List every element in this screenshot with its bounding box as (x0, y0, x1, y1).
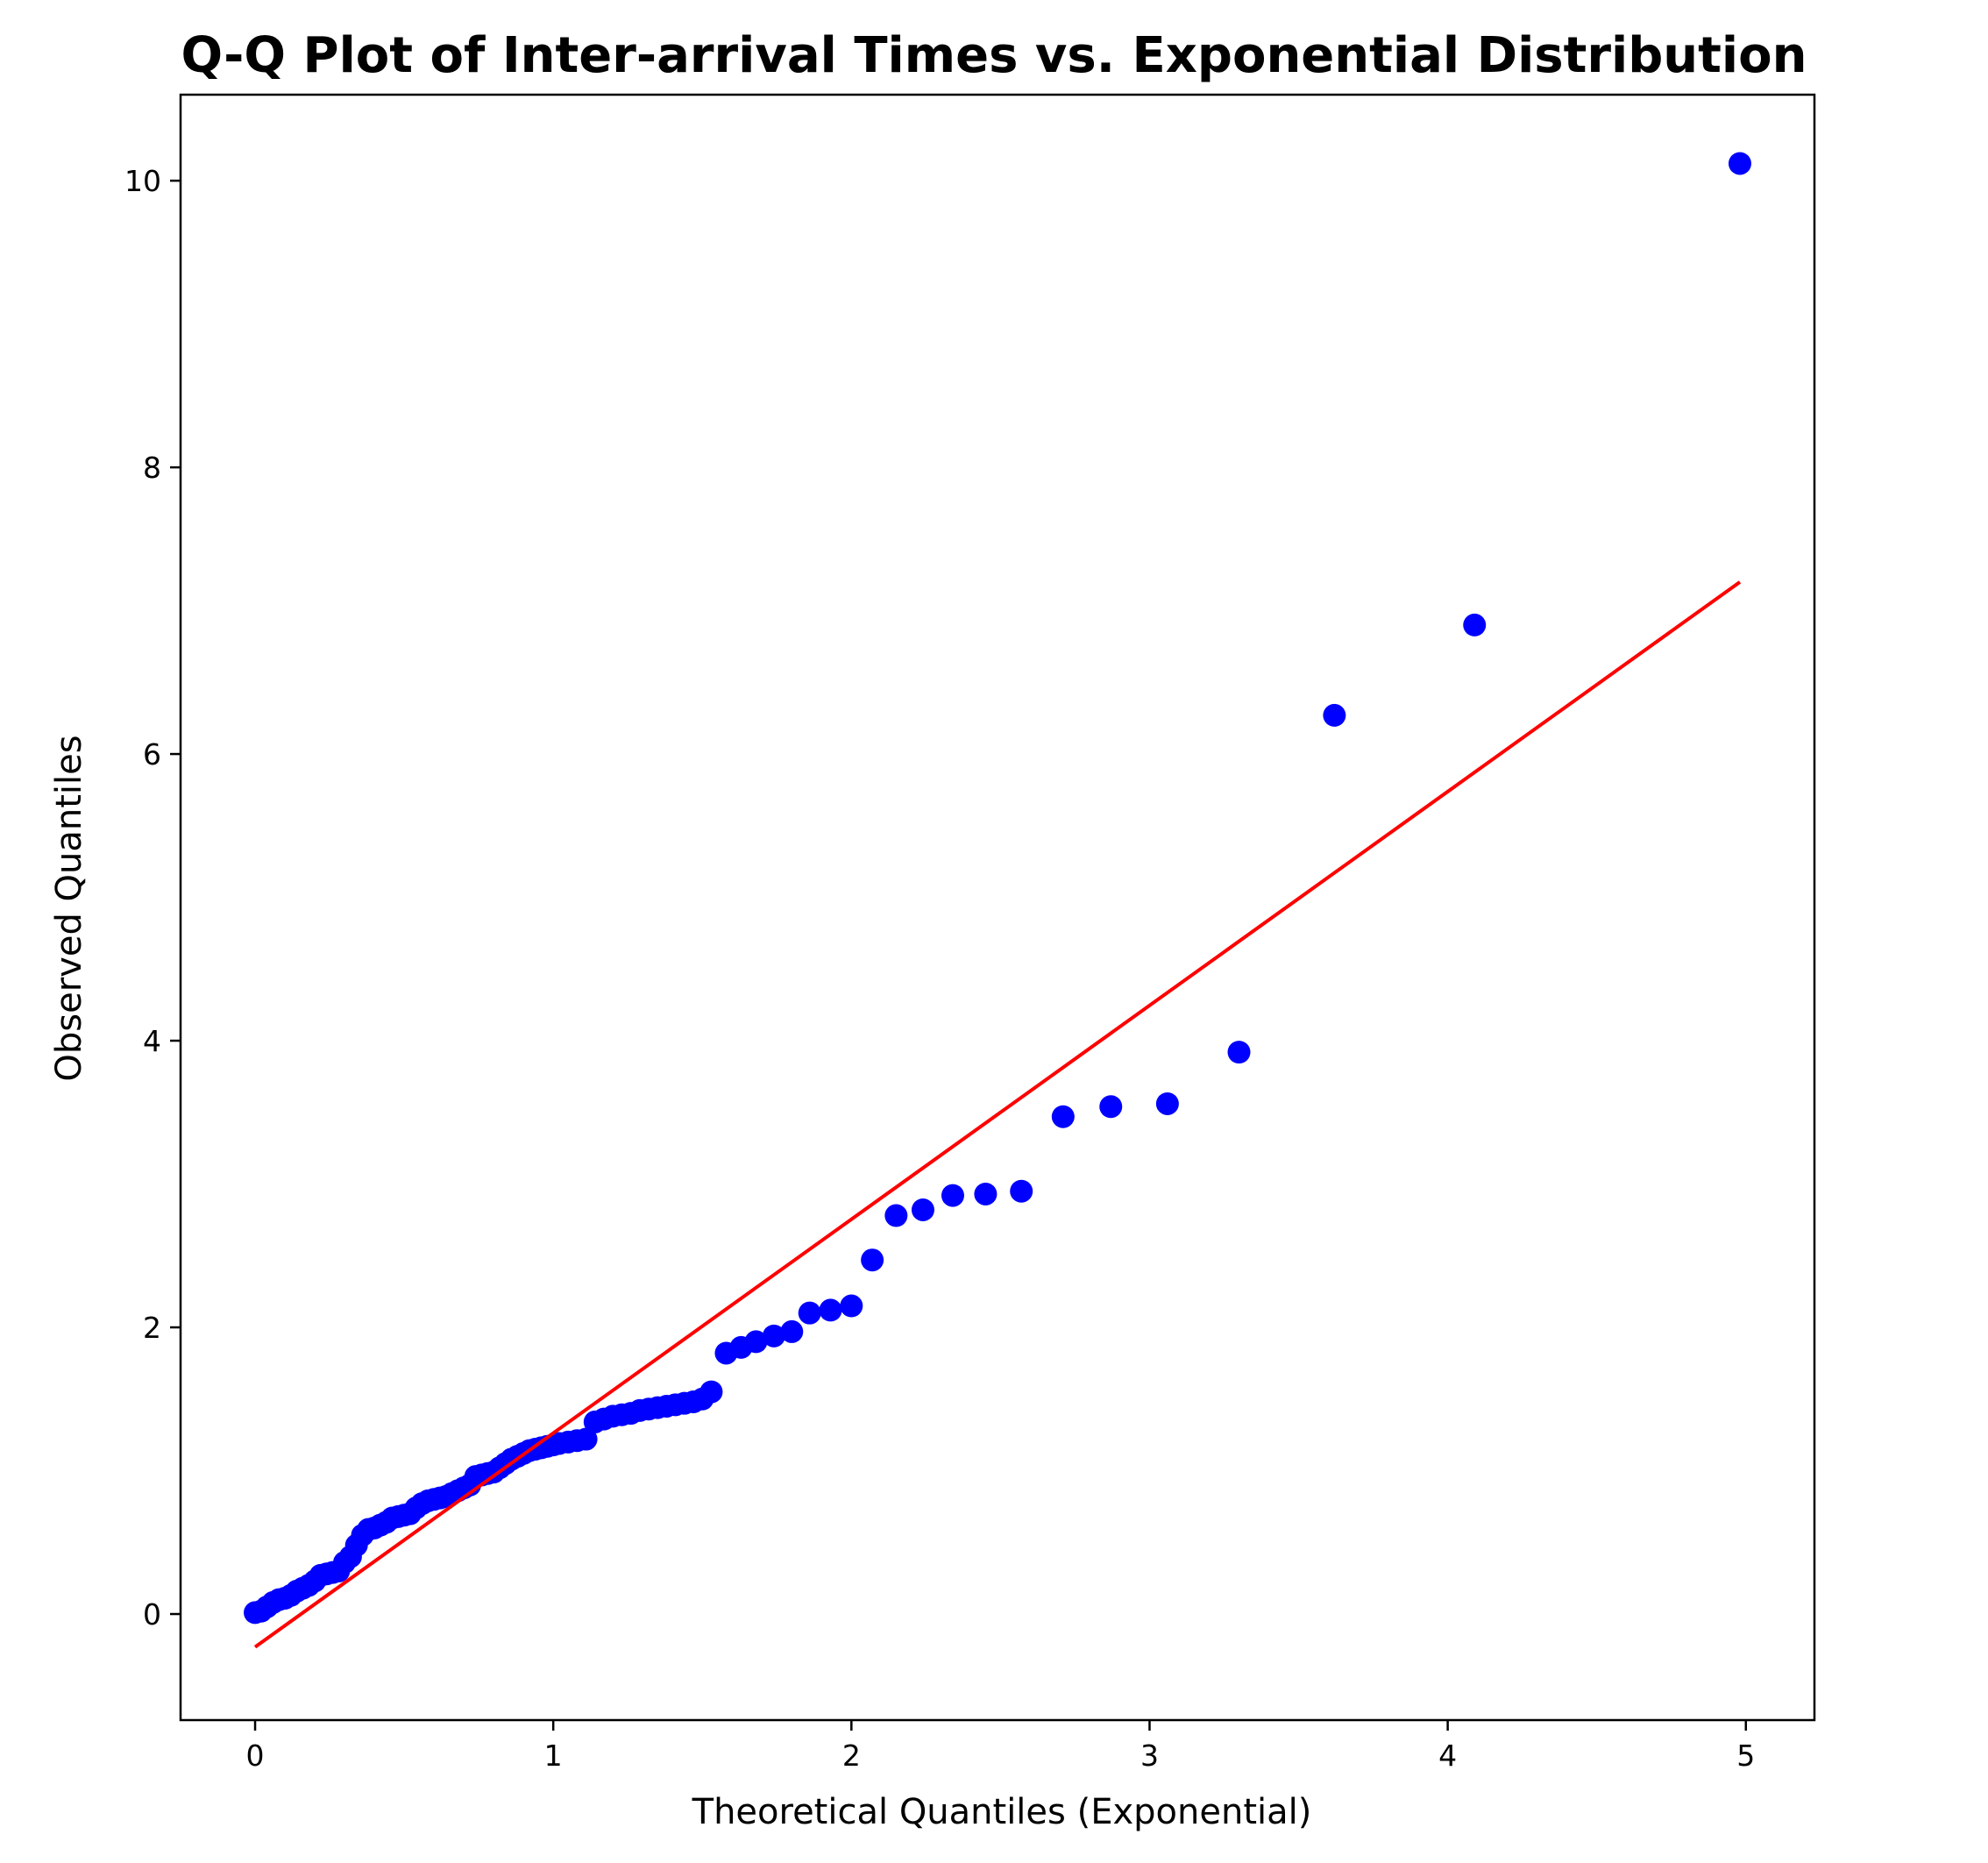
x-tick-label: 5 (1736, 1739, 1755, 1773)
data-point (819, 1298, 842, 1322)
y-tick-label: 0 (143, 1597, 161, 1632)
data-point (1010, 1179, 1033, 1203)
data-point (1099, 1095, 1123, 1119)
y-axis-label: Observed Quantiles (49, 735, 89, 1081)
y-tick-label: 8 (143, 451, 161, 485)
x-axis-label: Theoretical Quantiles (Exponential) (692, 1792, 1312, 1832)
data-point (1051, 1105, 1075, 1128)
data-point (798, 1301, 821, 1325)
x-tick-label: 2 (842, 1739, 861, 1773)
reference-line (253, 580, 1742, 1649)
data-point (1155, 1091, 1179, 1115)
data-point (1323, 703, 1346, 727)
x-axis-ticks: 0 1 2 3 4 5 (246, 1720, 1755, 1773)
data-point (1463, 613, 1487, 636)
x-tick-label: 3 (1140, 1739, 1159, 1773)
y-tick-label: 6 (143, 737, 161, 772)
data-point (884, 1204, 908, 1227)
plot-area (244, 152, 1751, 1649)
x-tick-label: 0 (246, 1739, 265, 1773)
data-point (840, 1294, 863, 1318)
y-tick-label: 10 (124, 164, 161, 198)
data-point (780, 1319, 804, 1343)
chart-title: Q-Q Plot of Inter-arrival Times vs. Expo… (181, 27, 1807, 84)
data-point (699, 1380, 723, 1404)
data-point (1728, 152, 1751, 175)
axes-frame (179, 93, 1816, 1722)
x-tick-label: 1 (544, 1739, 563, 1773)
data-point (574, 1427, 598, 1451)
data-point (744, 1330, 768, 1354)
data-point (861, 1248, 884, 1272)
data-point (911, 1198, 934, 1221)
data-point (1227, 1041, 1251, 1064)
y-axis-ticks: 0 2 4 6 8 10 (124, 164, 181, 1632)
y-tick-label: 4 (143, 1024, 161, 1058)
data-point (974, 1182, 998, 1205)
data-point (762, 1324, 785, 1347)
y-tick-label: 2 (143, 1311, 161, 1345)
x-tick-label: 4 (1438, 1739, 1457, 1773)
data-point (941, 1184, 964, 1207)
